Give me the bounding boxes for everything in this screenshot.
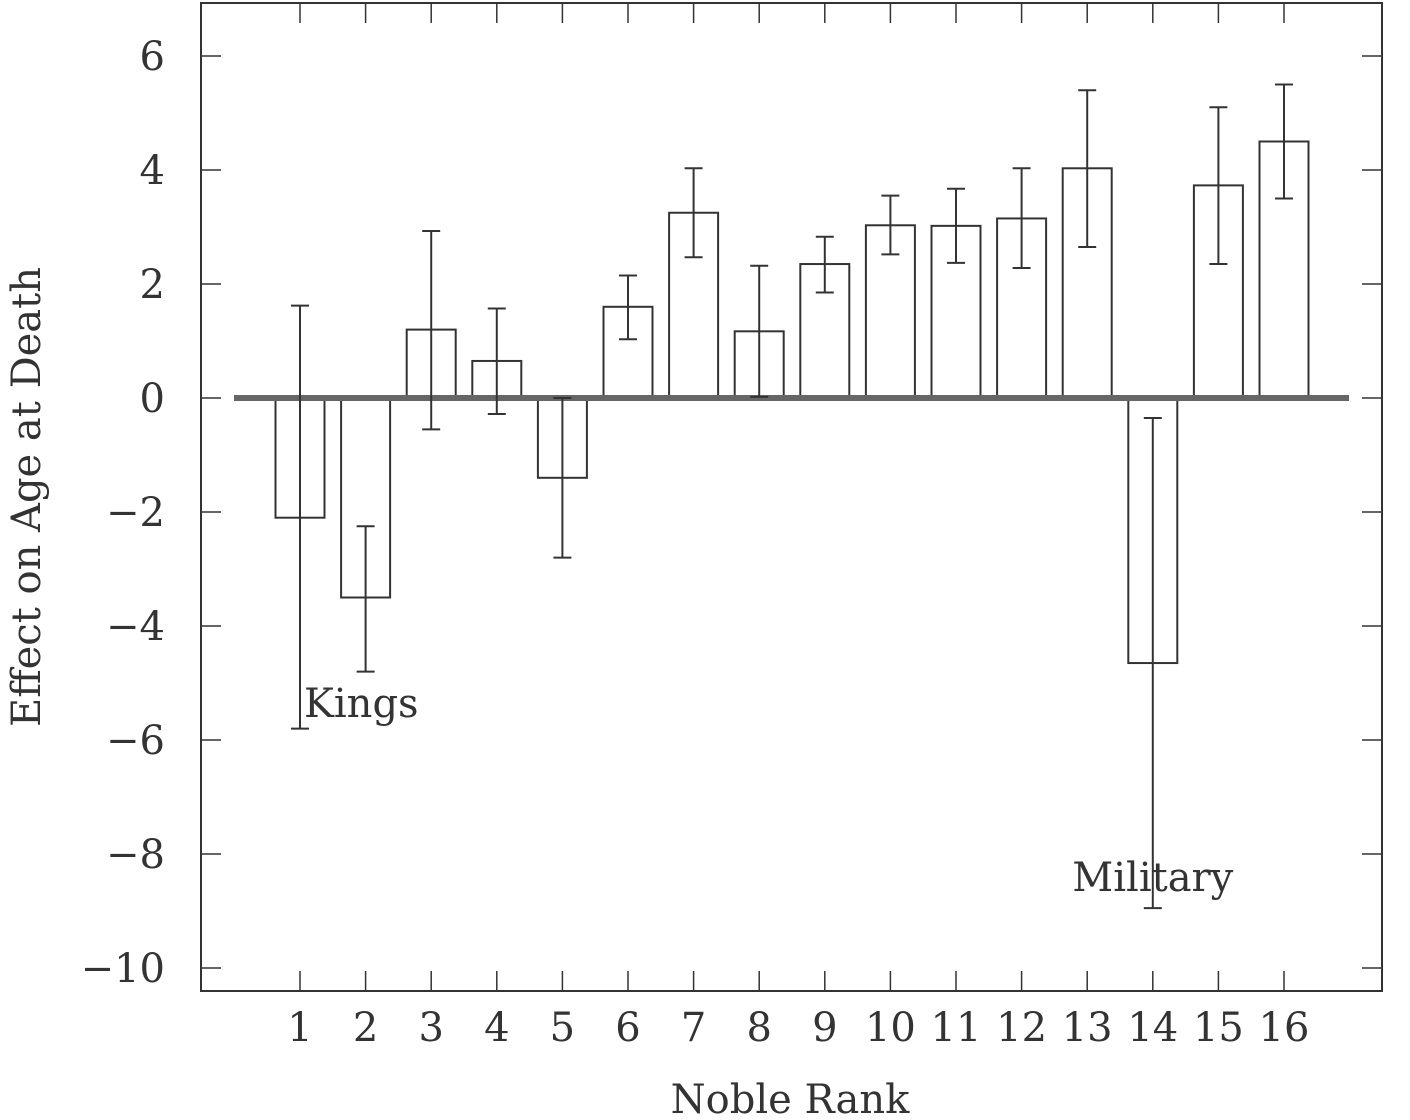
y-tick-label: 2 bbox=[140, 262, 165, 308]
x-tick-label: 7 bbox=[681, 1005, 706, 1051]
x-tick-label: 11 bbox=[931, 1005, 982, 1051]
y-tick-label: −10 bbox=[81, 946, 165, 992]
x-tick-label: 10 bbox=[865, 1005, 916, 1051]
x-tick-label: 16 bbox=[1259, 1005, 1310, 1051]
x-tick-label: 8 bbox=[746, 1005, 771, 1051]
y-axis-label: Effect on Age at Death bbox=[4, 267, 50, 727]
annotation-military: Military bbox=[1072, 855, 1233, 901]
y-tick-label: −6 bbox=[106, 718, 165, 764]
x-tick-label: 14 bbox=[1127, 1005, 1178, 1051]
y-tick-label: −8 bbox=[106, 832, 165, 878]
x-tick-label: 4 bbox=[484, 1005, 509, 1051]
annotation-kings: Kings bbox=[304, 681, 419, 727]
x-tick-label: 5 bbox=[550, 1005, 575, 1051]
x-tick-label: 1 bbox=[287, 1005, 312, 1051]
x-tick-label: 13 bbox=[1062, 1005, 1113, 1051]
x-tick-label: 15 bbox=[1193, 1005, 1244, 1051]
x-tick-label: 2 bbox=[353, 1005, 378, 1051]
x-tick-label: 12 bbox=[996, 1005, 1047, 1051]
x-tick-label: 6 bbox=[615, 1005, 640, 1051]
x-axis-label: Noble Rank bbox=[671, 1077, 911, 1120]
y-tick-label: 6 bbox=[140, 34, 165, 80]
x-tick-label: 9 bbox=[812, 1005, 837, 1051]
plot-frame bbox=[200, 2, 1383, 992]
x-tick-label: 3 bbox=[418, 1005, 443, 1051]
y-tick-label: 4 bbox=[140, 148, 165, 194]
y-tick-label: −2 bbox=[106, 490, 165, 536]
y-tick-label: 0 bbox=[140, 376, 165, 422]
y-tick-label: −4 bbox=[106, 604, 165, 650]
